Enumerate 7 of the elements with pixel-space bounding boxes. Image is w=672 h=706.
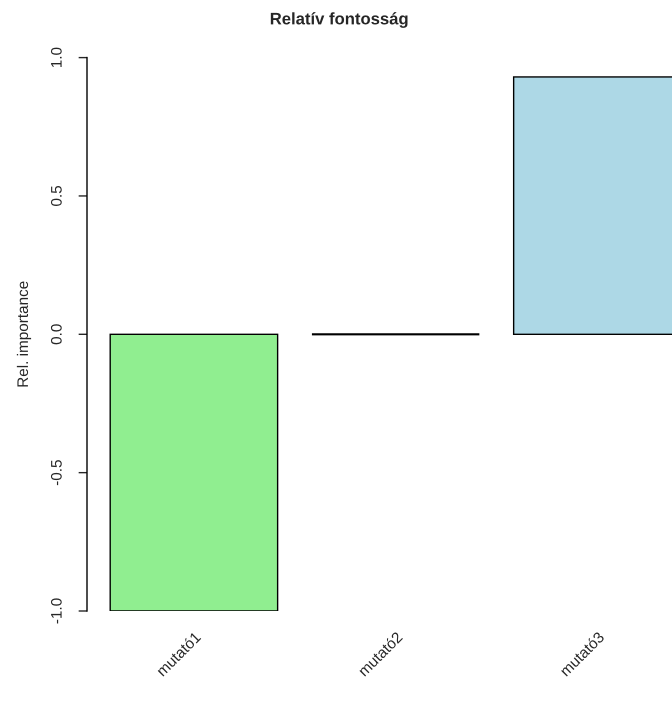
y-tick-label: 1.0 bbox=[50, 48, 62, 68]
y-tick-label: 0.5 bbox=[50, 186, 62, 206]
y-axis-title: Rel. importance bbox=[16, 281, 32, 387]
y-tick-label: -1.0 bbox=[50, 598, 62, 624]
y-tick-label: 0.0 bbox=[50, 324, 62, 344]
y-tick-label: -0.5 bbox=[50, 460, 62, 486]
chart-title: Relatív fontosság bbox=[270, 12, 408, 28]
